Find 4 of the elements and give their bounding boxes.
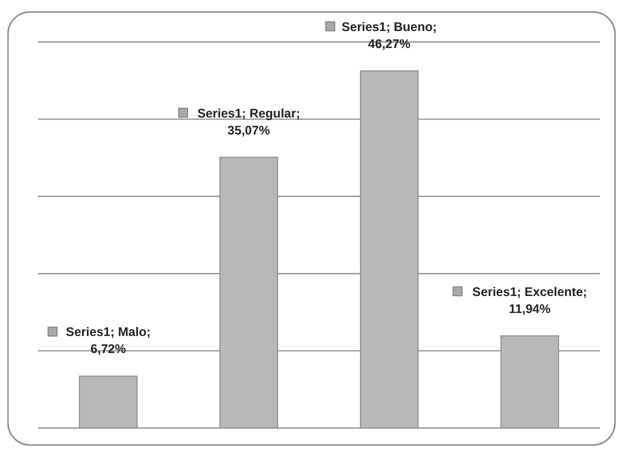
data-label: Series1; Malo; 6,72% (66, 325, 151, 356)
data-label: Series1; Excelente; 11,94% (472, 284, 588, 316)
data-label: Series1; Bueno; 46,27% (342, 20, 437, 51)
data-label: Series1; Regular; 35,07% (197, 106, 300, 138)
